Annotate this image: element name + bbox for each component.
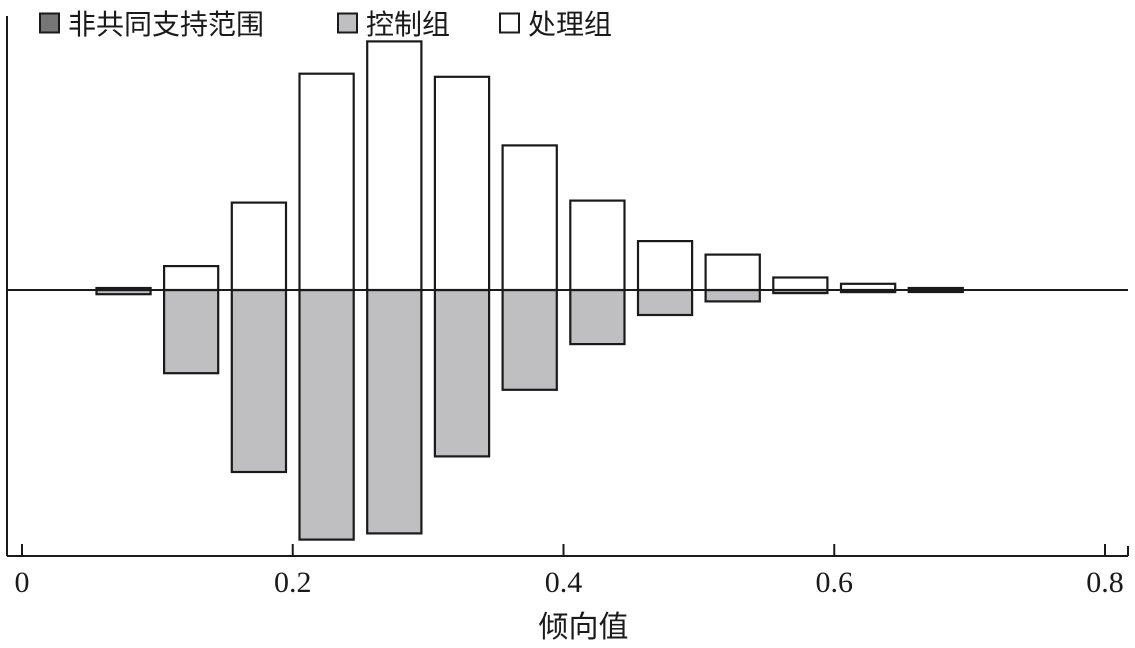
axes: 0 0.2 0.4 0.6 0.8 倾向值: [6, 16, 1129, 645]
control-bar-1: [163, 288, 220, 375]
x-axis-title: 倾向值: [539, 610, 629, 645]
legend-label-control: 控制组: [366, 8, 450, 41]
x-ticks: 0 0.2 0.4 0.6 0.8: [15, 544, 1124, 599]
bars-below-baseline: [95, 288, 964, 541]
control-bar-4: [366, 288, 423, 535]
x-tick-label-2: 0.4: [545, 566, 583, 599]
x-tick-label-4: 0.8: [1086, 566, 1124, 599]
control-bar-9: [704, 288, 761, 303]
treatment-bar-5: [433, 75, 491, 292]
legend-label-treatment: 处理组: [528, 8, 612, 41]
treatment-bar-4: [366, 40, 423, 292]
treatment-bar-8: [636, 240, 694, 292]
control-bar-3: [298, 288, 355, 541]
control-bar-2: [230, 288, 288, 474]
legend-label-off_support: 非共同支持范围: [68, 8, 264, 41]
legend-swatch-control: [337, 12, 358, 34]
legend-swatch-off_support: [39, 12, 60, 34]
legend-swatch-treatment: [499, 12, 520, 34]
x-tick-label-3: 0.6: [816, 566, 854, 599]
treatment-bar-6: [501, 144, 558, 292]
x-tick-label-0: 0: [15, 566, 30, 599]
control-bar-6: [501, 288, 558, 391]
control-bar-5: [433, 288, 491, 458]
treatment-bar-2: [230, 201, 288, 292]
control-bar-7: [569, 288, 626, 346]
x-tick-label-1: 0.2: [274, 566, 312, 599]
legend: 非共同支持范围 控制组 处理组: [39, 8, 612, 41]
treatment-bar-1: [163, 265, 220, 292]
treatment-bar-3: [298, 72, 355, 292]
treatment-bar-9: [704, 253, 761, 292]
treatment-bar-7: [569, 199, 626, 292]
bars-above-baseline: [95, 40, 964, 292]
plot-area: [7, 40, 1128, 541]
treatment-bar-10: [772, 276, 829, 292]
control-bar-8: [636, 288, 694, 317]
